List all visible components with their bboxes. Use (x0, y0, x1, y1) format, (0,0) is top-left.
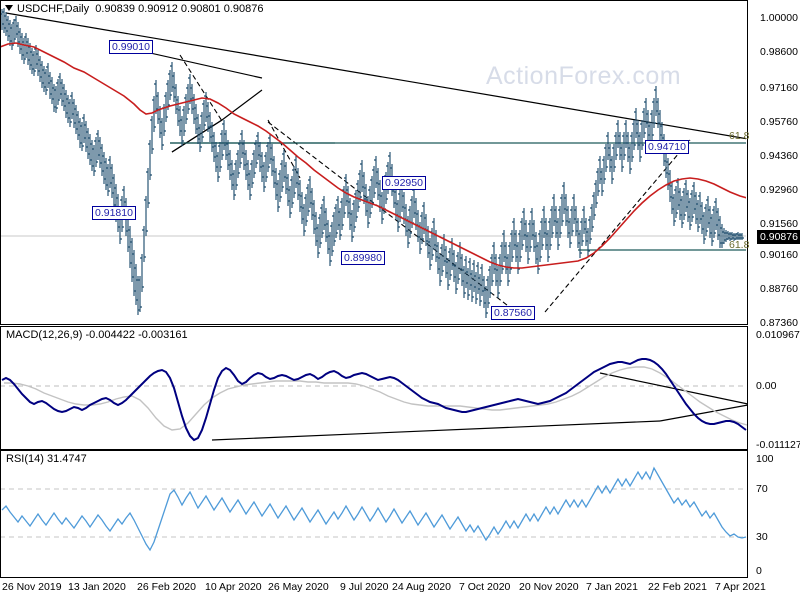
xtick-10: 22 Feb 2021 (648, 581, 707, 593)
price-plot-area[interactable] (0, 0, 748, 325)
x-axis: 26 Nov 2019 13 Jan 2020 26 Feb 2020 10 A… (0, 578, 800, 600)
swing-low-label-091810[interactable]: 0.91810 (92, 206, 136, 220)
macd-signal-line (4, 366, 748, 431)
xtick-7: 7 Oct 2020 (459, 581, 511, 593)
price-ytick-1: 0.98600 (760, 46, 798, 58)
rsi-title: RSI(14) 31.4747 (6, 453, 87, 465)
price-ytick-3: 0.95760 (760, 116, 798, 128)
macd-main-line (1, 358, 747, 442)
price-ytick-0: 1.00000 (760, 12, 798, 24)
watermark-label: ActionForex.com (486, 62, 682, 90)
fib-label-618-lower: 61.8 (729, 239, 750, 251)
xtick-5: 9 Jul 2020 (340, 581, 389, 593)
macd-title: MACD(12,26,9) -0.004422 -0.003161 (6, 329, 188, 341)
swing-low-label-087560[interactable]: 0.87560 (491, 306, 535, 320)
chart-header: USDCHF,Daily 0.90839 0.90912 0.90801 0.9… (17, 3, 264, 15)
rsi-plot-area[interactable] (0, 450, 748, 578)
price-ytick-8: 0.88760 (760, 283, 798, 295)
moving-average-line (0, 42, 746, 269)
ohlc-high: 0.90912 (138, 3, 178, 15)
xtick-2: 26 Feb 2020 (137, 581, 196, 593)
swing-high-label-099010[interactable]: 0.99010 (109, 40, 153, 54)
trendline-major-descending (5, 12, 746, 140)
price-ytick-6: 0.91560 (760, 218, 798, 230)
fib-label-618-upper: 61.8 (729, 130, 750, 142)
macd-trendline-ascending (211, 420, 661, 441)
swing-high-label-094710[interactable]: 0.94710 (645, 140, 689, 154)
trendline-ascending-left2 (171, 89, 263, 153)
trendline-dashed-wedge-b (267, 119, 301, 179)
xtick-0: 26 Nov 2019 (2, 581, 62, 593)
price-ytick-5: 0.92960 (760, 184, 798, 196)
rsi-svg (0, 450, 748, 578)
price-panel[interactable]: USDCHF,Daily 0.90839 0.90912 0.90801 0.9… (0, 0, 800, 329)
xtick-3: 10 Apr 2020 (205, 581, 262, 593)
macd-ytick-1: 0.00 (756, 380, 777, 392)
price-ytick-7: 0.90160 (760, 249, 798, 261)
xtick-9: 7 Jan 2021 (586, 581, 638, 593)
xtick-8: 20 Nov 2020 (519, 581, 579, 593)
price-ytick-9: 0.87360 (760, 317, 798, 329)
trendline-dashed-wedge-a (179, 54, 223, 122)
rsi-panel[interactable]: RSI(14) 31.4747 100 70 30 0 (0, 450, 800, 578)
rsi-ytick-0: 100 (756, 453, 774, 465)
xtick-1: 13 Jan 2020 (68, 581, 126, 593)
xtick-6: 24 Aug 2020 (392, 581, 451, 593)
xtick-4: 26 May 2020 (268, 581, 329, 593)
xtick-11: 7 Apr 2021 (715, 581, 766, 593)
swing-high-label-092950[interactable]: 0.92950 (382, 176, 426, 190)
price-ytick-4: 0.94360 (760, 150, 798, 162)
triangle-down-icon[interactable] (5, 5, 13, 11)
symbol-label: USDCHF,Daily (17, 3, 90, 15)
rsi-ytick-1: 70 (756, 483, 768, 495)
ohlc-open: 0.90839 (95, 3, 136, 15)
rsi-ytick-3: 0 (756, 565, 762, 577)
macd-svg (0, 326, 748, 450)
price-ytick-2: 0.97160 (760, 82, 798, 94)
ohlc-close: 0.90876 (223, 3, 264, 15)
swing-low-label-089980[interactable]: 0.89980 (341, 251, 385, 265)
macd-ytick-2: -0.011127 (756, 439, 800, 451)
ohlc-low: 0.90801 (180, 3, 221, 15)
macd-panel[interactable]: MACD(12,26,9) -0.004422 -0.003161 0.0109… (0, 326, 800, 451)
macd-trendline-upper (599, 372, 748, 405)
macd-plot-area[interactable] (0, 326, 748, 450)
current-price-badge: 0.90876 (757, 230, 800, 244)
price-svg (0, 0, 748, 325)
rsi-ytick-2: 30 (756, 531, 768, 543)
macd-trendline-descending (659, 404, 748, 422)
macd-ytick-0: 0.010967 (756, 329, 800, 341)
ohlc-bars (0, 8, 744, 318)
rsi-line (1, 466, 747, 552)
